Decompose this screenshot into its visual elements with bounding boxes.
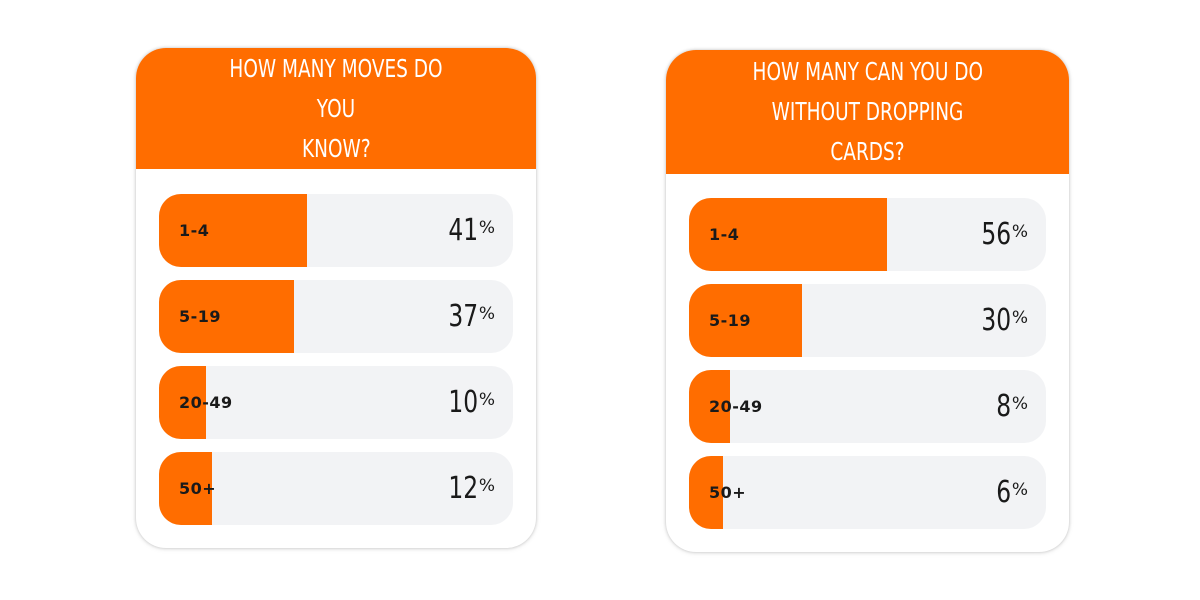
- poll-result-bar: [689, 370, 730, 443]
- poll-option-1-4[interactable]: 1-4 56%: [689, 198, 1046, 271]
- percent-sign: %: [478, 303, 495, 324]
- percent-sign: %: [1011, 479, 1028, 500]
- percent-sign: %: [1011, 221, 1028, 242]
- poll-question: HOW MANY MOVES DO YOU KNOW?: [136, 48, 536, 169]
- poll-percentage: 56%: [973, 198, 1028, 271]
- poll-percentage: 30%: [973, 284, 1028, 357]
- percent-sign: %: [478, 389, 495, 410]
- poll-options: 1-4 41% 5-19 37% 20-49 10% 50+ 12%: [159, 194, 513, 538]
- poll-option-20-49[interactable]: 20-49 10%: [159, 366, 513, 439]
- poll-percentage-value: 8: [995, 389, 1011, 424]
- poll-percentage: 10%: [440, 366, 495, 439]
- poll-question: HOW MANY CAN YOU DO WITHOUT DROPPING CAR…: [666, 50, 1069, 174]
- poll-percentage: 6%: [992, 456, 1028, 529]
- poll-percentage-value: 41: [448, 213, 478, 248]
- poll-result-bar: [159, 452, 213, 525]
- poll-percentage-value: 6: [995, 475, 1011, 510]
- poll-option-50-plus[interactable]: 50+ 6%: [689, 456, 1046, 529]
- poll-percentage: 12%: [440, 452, 495, 525]
- percent-sign: %: [478, 217, 495, 238]
- poll-result-bar: [689, 456, 723, 529]
- poll-option-50-plus[interactable]: 50+ 12%: [159, 452, 513, 525]
- poll-result-bar: [159, 280, 294, 353]
- poll-percentage: 41%: [440, 194, 495, 267]
- poll-card-moves-known: HOW MANY MOVES DO YOU KNOW? 1-4 41% 5-19…: [136, 48, 536, 548]
- poll-option-5-19[interactable]: 5-19 30%: [689, 284, 1046, 357]
- percent-sign: %: [1011, 393, 1028, 414]
- poll-options: 1-4 56% 5-19 30% 20-49 8% 50+ 6%: [689, 198, 1046, 542]
- poll-result-bar: [689, 198, 888, 271]
- poll-option-label: 1-4: [179, 221, 210, 240]
- poll-percentage-value: 30: [981, 303, 1011, 338]
- percent-sign: %: [1011, 307, 1028, 328]
- poll-option-label: 50+: [709, 483, 747, 502]
- percent-sign: %: [478, 475, 495, 496]
- poll-card-without-dropping: HOW MANY CAN YOU DO WITHOUT DROPPING CAR…: [666, 50, 1069, 552]
- poll-percentage: 37%: [440, 280, 495, 353]
- poll-option-label: 5-19: [179, 307, 222, 326]
- poll-option-1-4[interactable]: 1-4 41%: [159, 194, 513, 267]
- poll-percentage: 8%: [992, 370, 1028, 443]
- poll-option-label: 20-49: [709, 397, 763, 416]
- poll-percentage-value: 56: [981, 217, 1011, 252]
- poll-question-line: HOW MANY MOVES DO YOU: [229, 53, 443, 123]
- poll-option-label: 20-49: [179, 393, 233, 412]
- poll-percentage-value: 37: [448, 299, 478, 334]
- poll-option-5-19[interactable]: 5-19 37%: [159, 280, 513, 353]
- poll-option-label: 1-4: [709, 225, 740, 244]
- poll-question-line: HOW MANY CAN YOU DO: [752, 57, 983, 86]
- poll-result-bar: [689, 284, 802, 357]
- poll-question-line: WITHOUT DROPPING CARDS?: [771, 97, 964, 166]
- poll-option-20-49[interactable]: 20-49 8%: [689, 370, 1046, 443]
- poll-option-label: 5-19: [709, 311, 752, 330]
- poll-result-bar: [159, 194, 307, 267]
- poll-option-label: 50+: [179, 479, 217, 498]
- poll-result-bar: [159, 366, 206, 439]
- poll-percentage-value: 12: [448, 471, 478, 506]
- poll-percentage-value: 10: [448, 385, 478, 420]
- poll-question-line: KNOW?: [301, 133, 371, 163]
